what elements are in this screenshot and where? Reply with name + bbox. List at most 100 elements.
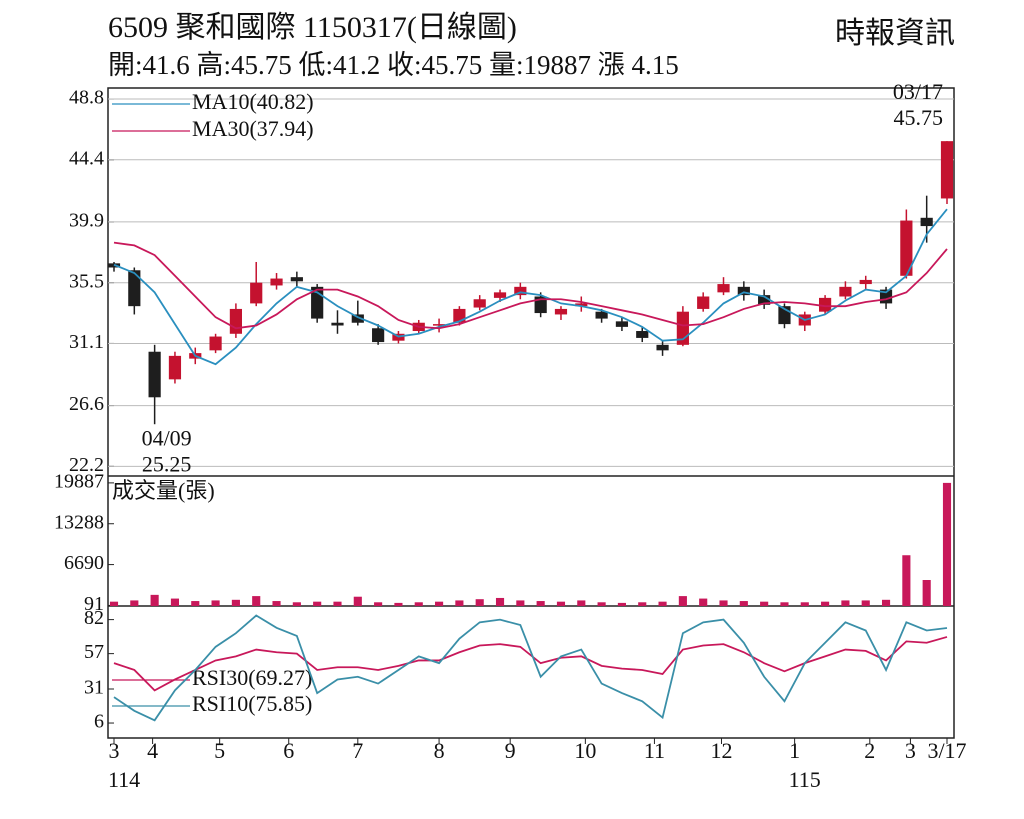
candle-body bbox=[351, 314, 364, 323]
x-tick-label: 9 bbox=[505, 738, 516, 763]
candle-body bbox=[656, 344, 669, 351]
y-tick-label: 31.1 bbox=[69, 331, 104, 353]
volume-bar bbox=[556, 601, 566, 606]
candle-body bbox=[717, 284, 730, 293]
volume-bar bbox=[780, 602, 789, 606]
candle-body bbox=[128, 270, 141, 307]
x-tick-label: 2 bbox=[864, 738, 875, 763]
x-tick-label: 12 bbox=[710, 738, 732, 763]
volume-bar bbox=[942, 482, 952, 606]
legend-label: MA10(40.82) bbox=[192, 89, 314, 114]
source: 時報資訊 bbox=[835, 17, 955, 50]
candle-body bbox=[859, 279, 872, 285]
volume-bar bbox=[658, 601, 667, 606]
volume-bar bbox=[272, 601, 281, 606]
x-tick-label: 4 bbox=[147, 738, 158, 763]
y-tick-label: 19887 bbox=[54, 470, 104, 492]
volume-bar bbox=[536, 601, 545, 606]
y-tick-label: 13288 bbox=[54, 511, 104, 533]
legend-label: MA30(37.94) bbox=[192, 116, 314, 141]
x-tick-label: 7 bbox=[352, 738, 363, 763]
line bbox=[113, 208, 948, 366]
volume-bar bbox=[435, 601, 444, 606]
line bbox=[113, 636, 948, 692]
annotation: 45.75 bbox=[894, 105, 944, 130]
plot-frame bbox=[107, 87, 955, 739]
volume-bar bbox=[699, 598, 708, 606]
x-tick-label: 5 bbox=[214, 738, 225, 763]
candle-body bbox=[514, 286, 527, 296]
candle-body bbox=[737, 286, 750, 296]
x-tick-label: 3/17 bbox=[927, 738, 966, 763]
y-tick-label: 26.6 bbox=[69, 393, 104, 415]
volume-bar bbox=[678, 596, 687, 606]
line bbox=[113, 241, 948, 330]
y-tick-label: 39.9 bbox=[69, 210, 104, 232]
y-tick-label: 48.8 bbox=[69, 87, 104, 109]
volume-bar bbox=[922, 580, 931, 606]
candle-body bbox=[615, 321, 629, 327]
chart-title: 6509 聚和國際 1150317(日線圖) bbox=[108, 11, 517, 44]
annotation: 03/17 bbox=[893, 79, 943, 104]
volume-bar bbox=[211, 600, 220, 606]
volume-bar bbox=[881, 599, 891, 606]
candle-body bbox=[270, 278, 283, 286]
volume-bar bbox=[292, 602, 301, 606]
x-tick-label: 1 bbox=[789, 738, 800, 763]
volume-bar bbox=[191, 601, 200, 606]
volume-bar bbox=[374, 602, 383, 606]
candle-body bbox=[839, 286, 852, 297]
volume-bar bbox=[841, 600, 850, 606]
y-tick-label: 82 bbox=[84, 607, 104, 629]
panel-title: 成交量(張) bbox=[112, 478, 215, 503]
year-label: 115 bbox=[789, 767, 821, 792]
candle-body bbox=[697, 296, 710, 309]
y-tick-label: 44.4 bbox=[69, 147, 104, 169]
candle-body bbox=[372, 328, 385, 343]
volume-bar bbox=[231, 599, 240, 606]
candle-body bbox=[168, 355, 182, 380]
candle-body bbox=[290, 277, 303, 282]
candle-body bbox=[148, 351, 161, 398]
volume-bar bbox=[109, 601, 119, 606]
y-tick-label: 6 bbox=[94, 711, 104, 733]
candle-body bbox=[432, 324, 446, 326]
volume-bar bbox=[313, 601, 322, 606]
volume-bar bbox=[475, 599, 484, 606]
candle-body bbox=[493, 292, 507, 298]
volume-bar bbox=[902, 555, 911, 606]
volume-bar bbox=[760, 601, 769, 606]
volume-bar bbox=[638, 602, 647, 606]
candle-body bbox=[229, 308, 242, 334]
volume-bar bbox=[597, 602, 606, 606]
year-label: 114 bbox=[108, 767, 140, 792]
candle-body bbox=[636, 331, 649, 338]
annotation: 25.25 bbox=[142, 451, 192, 476]
volume-bar bbox=[617, 602, 626, 606]
quote: 開:41.6 高:45.75 低:41.2 收:45.75 量:19887 漲 … bbox=[108, 50, 679, 80]
y-tick-label: 6690 bbox=[64, 552, 104, 574]
volume-bar bbox=[353, 596, 362, 606]
line bbox=[113, 614, 948, 722]
volume-bar bbox=[821, 601, 830, 606]
volume-bar bbox=[455, 600, 464, 606]
x-tick-label: 10 bbox=[574, 738, 596, 763]
volume-bar bbox=[170, 598, 180, 606]
legend-label: RSI10(75.85) bbox=[192, 691, 312, 716]
x-tick-label: 8 bbox=[434, 738, 445, 763]
candle-body bbox=[819, 297, 832, 312]
legend-label: RSI30(69.27) bbox=[192, 665, 312, 690]
volume-bar bbox=[719, 600, 728, 606]
volume-bar bbox=[414, 602, 423, 606]
volume-bar bbox=[333, 601, 342, 606]
volume-bar bbox=[252, 596, 261, 606]
volume-bar bbox=[739, 601, 748, 606]
candle-body bbox=[554, 308, 568, 315]
y-tick-label: 57 bbox=[84, 641, 104, 663]
volume-bar bbox=[800, 602, 809, 606]
candle-body bbox=[209, 336, 222, 351]
candle-body bbox=[900, 220, 913, 276]
candle-body bbox=[575, 303, 588, 307]
volume-bar bbox=[394, 602, 403, 606]
volume-bar bbox=[495, 597, 505, 606]
